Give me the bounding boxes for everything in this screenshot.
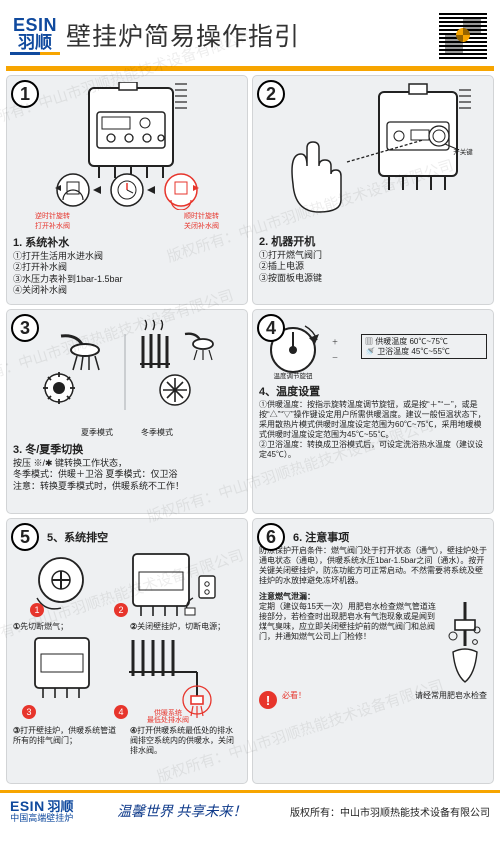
step2-line: ③按面板电源键 [259, 273, 487, 284]
page-header: ESIN 羽顺 壁挂炉简易操作指引 [0, 0, 500, 66]
step6-p2-head: 注意燃气泄漏： [259, 592, 315, 601]
step4-illustration: 温度调节旋钮 ＋ － ▥ 供暖温度 60℃~75℃ 🚿 卫浴温度 45℃~55℃ [259, 316, 487, 380]
step6-illustration [443, 602, 487, 688]
step2-title: 2. 机器开机 [259, 233, 487, 249]
step2-line: ①打开燃气阀门 [259, 250, 487, 261]
panel-step-4: 4 温度调节旋钮 ＋ － ▥ 供暖温度 60℃~75℃ 🚿 卫浴温度 4 [252, 309, 494, 514]
header-divider [6, 66, 494, 71]
footer-logo-en: ESIN [10, 798, 45, 814]
page-title: 壁挂炉简易操作指引 [66, 17, 430, 53]
step3-body: 按压 ※/✱ 键转换工作状态， 冬季模式：供暖＋卫浴 夏季模式：仅卫浴 注意：转… [13, 458, 241, 492]
step6-foot-hint: 请经常用肥皂水检查 [415, 691, 487, 701]
svg-text:3: 3 [26, 707, 31, 717]
svg-text:2: 2 [118, 605, 123, 615]
step4-title: 4、温度设置 [259, 383, 487, 399]
panel-step-2: 2 [252, 75, 494, 305]
step-number-badge: 6 [257, 523, 285, 551]
step1-close-caption: 顺时针旋转 关闭补水阀 [184, 211, 219, 231]
step4-bath-key: 卫浴温度 [377, 347, 409, 356]
step5-d: 打开供暖系统最低处的排水阀排空系统内的供暖水，关闭排水阀。 [130, 726, 234, 755]
page-footer: ESIN 羽顺 中国高端壁挂炉 温馨世界 共享未来！ 版权所有：中山市羽顺热能技… [0, 790, 500, 823]
step3-title: 3. 冬/夏季切换 [13, 441, 241, 457]
step4-body: ①供暖温度：按指示旋转温度调节旋钮，或是按“＋”“－”，或是按“△”“▽”操作键… [259, 400, 487, 460]
step6-p1: 防冻保护开启条件：燃气阀门处于打开状态（通气），壁挂炉处于通电状态（通电），供暖… [259, 546, 487, 586]
step6-p2: 定期（建议每15天一次）用肥皂水检查燃气管道连接部分，若检查时出现肥皂水有气泡现… [259, 602, 439, 688]
step1-line: ④关闭补水阀 [13, 285, 241, 296]
step3-summer-label: 夏季模式 [81, 427, 113, 438]
qr-code [436, 8, 490, 62]
panel-step-6: 6 6. 注意事项 防冻保护开启条件：燃气阀门处于打开状态（通气），壁挂炉处于通… [252, 518, 494, 784]
step2-line: ②插上电源 [259, 261, 487, 272]
footer-logo: ESIN 羽顺 中国高端壁挂炉 [10, 799, 73, 823]
step4-range-box: ▥ 供暖温度 60℃~75℃ 🚿 卫浴温度 45℃~55℃ [361, 334, 487, 359]
step-number-badge: 1 [11, 80, 39, 108]
steps-grid: 1 [0, 75, 500, 784]
step5-b: 关闭壁挂炉，切断电源； [137, 622, 225, 631]
step-number-badge: 4 [257, 314, 285, 342]
panel-step-5: 5 5、系统排空 [6, 518, 248, 784]
panel-step-3: 3 [6, 309, 248, 514]
svg-text:1: 1 [34, 605, 39, 615]
step1-line: ①打开生活用水进水阀 [13, 251, 241, 262]
footer-subtitle: 中国高端壁挂炉 [10, 814, 73, 823]
logo-text-en: ESIN [13, 16, 57, 34]
step1-title: 1. 系统补水 [13, 234, 241, 250]
footer-logo-cn: 羽顺 [47, 799, 73, 814]
step6-title: 6. 注意事项 [293, 529, 487, 545]
step5-a: 先切断燃气； [20, 622, 68, 631]
step5-c: 打开壁挂炉，供暖系统管道所有的排气阀门； [13, 726, 116, 745]
svg-text:－: － [332, 355, 339, 362]
step-number-badge: 2 [257, 80, 285, 108]
logo-text-cn: 羽顺 [18, 34, 52, 51]
footer-slogan: 温馨世界 共享未来！ [81, 801, 282, 821]
step3-winter-label: 冬季模式 [141, 427, 173, 438]
alert-icon: ! [259, 691, 277, 709]
brand-logo: ESIN 羽顺 [10, 16, 60, 55]
step4-heat-val: 60℃~75℃ [409, 337, 447, 346]
step5-title: 5、系统排空 [47, 529, 241, 545]
step6-bang-tag: 必看！ [282, 691, 306, 701]
step5-drain-caption: 供暖系统 最低处排水阀 [123, 710, 213, 724]
step-number-badge: 3 [11, 314, 39, 342]
step1-open-caption: 逆时针旋转 打开补水阀 [35, 211, 70, 231]
step1-line: ②打开补水阀 [13, 262, 241, 273]
step-number-badge: 5 [11, 523, 39, 551]
svg-text:＋: ＋ [332, 338, 339, 346]
footer-copyright: 版权所有：中山市羽顺热能技术设备有限公司 [290, 804, 490, 819]
step4-heat-key: 供暖温度 [375, 337, 407, 346]
panel-step-1: 1 [6, 75, 248, 305]
svg-text:温度调节旋钮: 温度调节旋钮 [274, 371, 314, 380]
step1-line: ③水压力表补到1bar-1.5bar [13, 274, 241, 285]
step1-illustration [13, 82, 241, 210]
step5-illustration-top: 1 2 [13, 546, 241, 622]
step2-illustration: 开关键 [259, 82, 487, 230]
logo-underline [10, 52, 60, 55]
step3-illustration [13, 316, 241, 426]
step4-bath-val: 45℃~55℃ [411, 347, 449, 356]
